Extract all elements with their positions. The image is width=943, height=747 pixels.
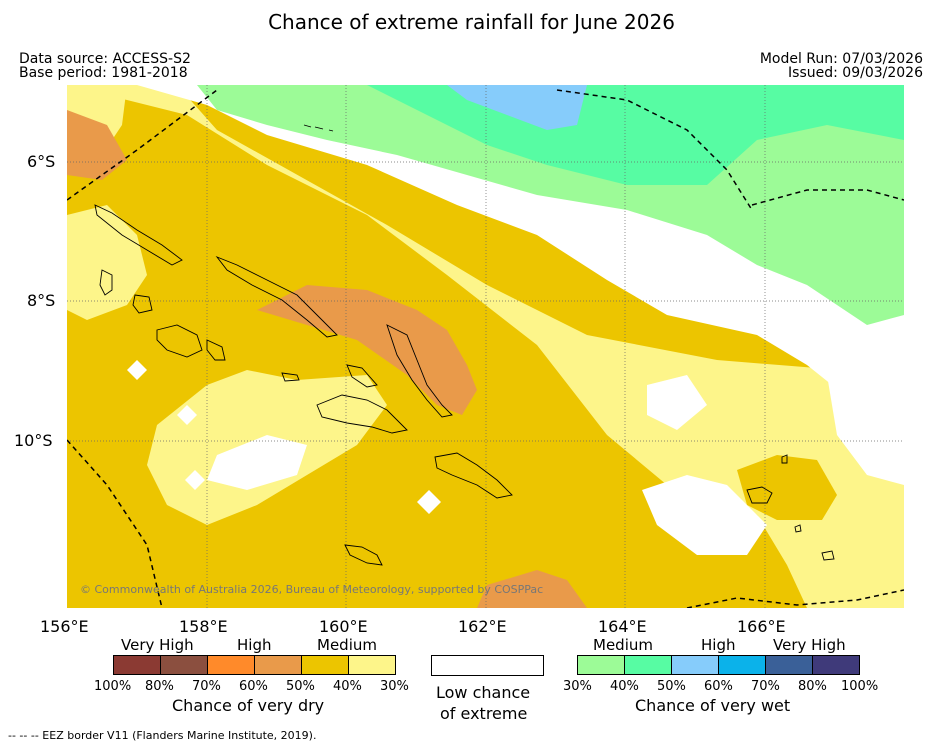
copyright-notice: © Commonwealth of Australia 2026, Bureau… — [80, 583, 543, 596]
issued-date: Issued: 09/03/2026 — [788, 65, 923, 81]
rainfall-map: © Commonwealth of Australia 2026, Bureau… — [67, 85, 904, 608]
legend-wet-pct: 60% — [704, 679, 733, 694]
model-run: Model Run: 07/03/2026 — [759, 51, 923, 67]
legend-wet-pct: 50% — [657, 679, 686, 694]
legend-wet-medium: Medium — [593, 636, 653, 654]
legend-swatch-wet — [765, 655, 813, 675]
legend-swatch-wet — [624, 655, 672, 675]
lon-tick: 164°E — [598, 617, 647, 636]
legend-dry-medium: Medium — [317, 636, 377, 654]
eez-footnote: -- -- -- EEZ border V11 (Flanders Marine… — [8, 729, 317, 742]
legend-swatch-wet — [671, 655, 719, 675]
legend-dry-pct: 80% — [145, 679, 174, 694]
legend-swatch-dry — [207, 655, 255, 675]
legend-neutral-line2: of extreme — [440, 704, 528, 723]
coastlines — [94, 124, 835, 566]
legend-dry-pct: 40% — [333, 679, 362, 694]
legend-wet-title: Chance of very wet — [635, 696, 791, 715]
dry-low-region — [67, 205, 147, 320]
legend-wet-pct: 80% — [798, 679, 827, 694]
legend-dry-pct: 50% — [286, 679, 315, 694]
dry-high-region — [477, 570, 587, 608]
lon-tick: 156°E — [40, 617, 89, 636]
dry-medium-region — [737, 455, 837, 520]
legend-swatch-wet — [812, 655, 860, 675]
legend-dry-very-high: Very High — [121, 636, 194, 654]
legend-neutral-line1: Low chance — [436, 683, 531, 702]
base-period: Base period: 1981-2018 — [19, 65, 188, 81]
legend-swatch-dry — [348, 655, 396, 675]
lon-tick: 160°E — [319, 617, 368, 636]
neutral-region — [642, 475, 767, 555]
lon-tick: 162°E — [458, 617, 507, 636]
legend-dry-pct: 60% — [239, 679, 268, 694]
wet-very-high-region — [447, 85, 587, 130]
legend-wet-pct: 70% — [751, 679, 780, 694]
dry-high-region — [257, 285, 477, 415]
eez-border — [67, 89, 904, 608]
chart-title: Chance of extreme rainfall for June 2026 — [268, 10, 675, 34]
legend-swatch-wet — [577, 655, 625, 675]
neutral-region — [827, 365, 904, 485]
neutral-region — [207, 435, 307, 490]
lat-tick: 10°S — [14, 431, 53, 450]
legend-swatch-dry — [160, 655, 208, 675]
legend-wet-pct: 40% — [610, 679, 639, 694]
legend-dry-pct: 70% — [192, 679, 221, 694]
lat-tick: 6°S — [27, 152, 56, 171]
legend-wet-pct: 100% — [841, 679, 879, 694]
legend-dry-pct: 30% — [380, 679, 409, 694]
legend-wet-very-high: Very High — [773, 636, 846, 654]
legend-dry-title: Chance of very dry — [172, 696, 325, 715]
legend-swatch-neutral — [431, 655, 544, 676]
map-canvas: © Commonwealth of Australia 2026, Bureau… — [67, 85, 904, 608]
legend-wet-pct: 30% — [563, 679, 592, 694]
lon-tick: 166°E — [737, 617, 786, 636]
lat-tick: 8°S — [27, 291, 56, 310]
legend-swatch-dry — [301, 655, 349, 675]
legend-dry-high: High — [237, 636, 272, 654]
legend-dry-pct: 100% — [94, 679, 132, 694]
data-source: Data source: ACCESS-S2 — [19, 51, 191, 67]
legend-swatch-dry — [254, 655, 302, 675]
lon-tick: 158°E — [179, 617, 228, 636]
neutral-region — [647, 375, 707, 430]
dry-high-region — [67, 110, 127, 180]
legend-wet-high: High — [701, 636, 736, 654]
legend-swatch-dry — [113, 655, 161, 675]
legend-swatch-wet — [718, 655, 766, 675]
